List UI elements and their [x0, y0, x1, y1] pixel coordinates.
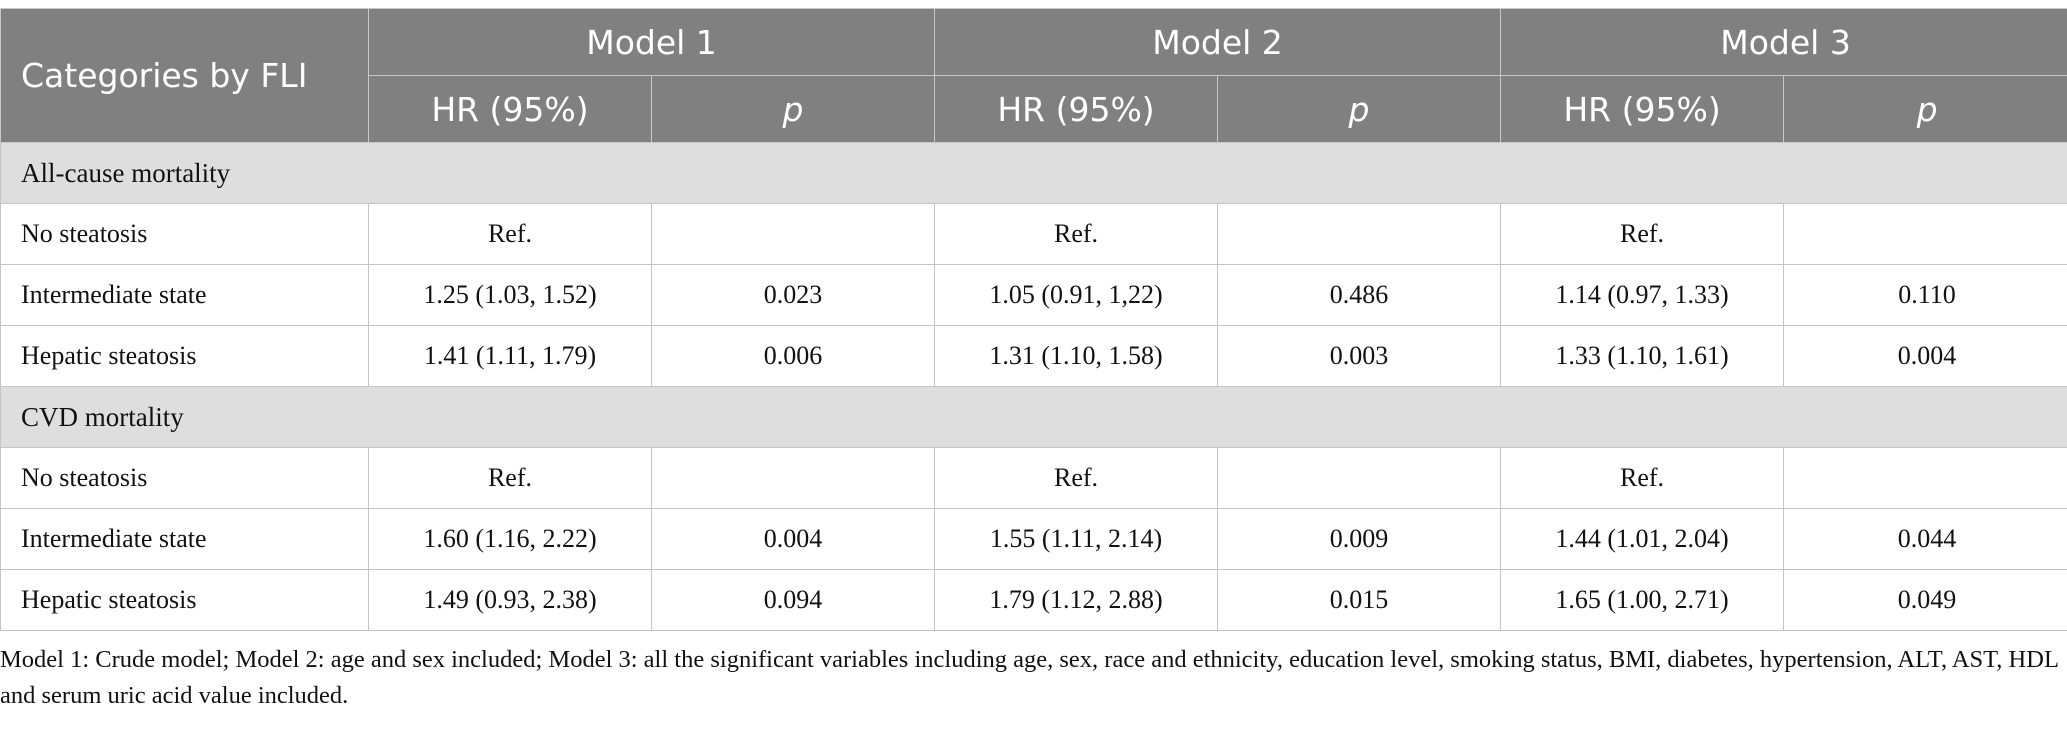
model-2-hr-header: HR (95%) — [934, 75, 1219, 143]
table-row: Hepatic steatosis 1.49 (0.93, 2.38) 0.094 1… — [0, 569, 2067, 631]
row-label: Intermediate state — [0, 508, 369, 570]
table-footnote: Model 1: Crude model; Model 2: age and s… — [0, 646, 2058, 709]
hr-cell: 1.60 (1.16, 2.22) — [368, 508, 652, 570]
table-row: No steatosis Ref. Ref. Ref. — [0, 203, 2067, 265]
hr-cell: Ref. — [1500, 447, 1785, 509]
hr-cell: 1.33 (1.10, 1.61) — [1500, 325, 1785, 387]
section-row: CVD mortality — [0, 386, 2067, 448]
header-row-models: Categories by FLI Model 1 Model 2 Model … — [0, 8, 2067, 143]
model-1-header: Model 1 — [367, 8, 936, 76]
p-value-cell: 0.023 — [650, 264, 936, 326]
p-value-cell: 0.486 — [1217, 264, 1502, 326]
model-1-p-header: p — [650, 75, 936, 143]
p-value-cell: 0.044 — [1783, 508, 2067, 570]
results-table-container: Categories by FLI Model 1 Model 2 Model … — [0, 8, 2067, 631]
hr-cell: 1.65 (1.00, 2.71) — [1500, 569, 1785, 631]
table-body: All-cause mortality No steatosis Ref. Ref. R… — [0, 142, 2067, 631]
p-value-cell — [1783, 203, 2067, 265]
hr-cell: Ref. — [934, 203, 1219, 265]
row-label: Hepatic steatosis — [0, 325, 369, 387]
row-label: Hepatic steatosis — [0, 569, 369, 631]
p-value-cell — [650, 447, 936, 509]
model-3-hr-header: HR (95%) — [1500, 75, 1785, 143]
model-2-header: Model 2 — [934, 8, 1502, 76]
hr-cell: 1.31 (1.10, 1.58) — [934, 325, 1219, 387]
p-value-cell: 0.009 — [1217, 508, 1502, 570]
table-row: Hepatic steatosis 1.41 (1.11, 1.79) 0.006 1… — [0, 325, 2067, 387]
p-value-cell: 0.003 — [1217, 325, 1502, 387]
p-value-cell — [1783, 447, 2067, 509]
row-label: No steatosis — [0, 447, 369, 509]
hr-cell: 1.79 (1.12, 2.88) — [934, 569, 1219, 631]
section-row: All-cause mortality — [0, 142, 2067, 204]
section-title: CVD mortality — [0, 386, 2067, 448]
table-row: No steatosis Ref. Ref. Ref. — [0, 447, 2067, 509]
hr-cell: 1.05 (0.91, 1,22) — [934, 264, 1219, 326]
p-value-cell: 0.015 — [1217, 569, 1502, 631]
table-row: Intermediate state 1.60 (1.16, 2.22) 0.004… — [0, 508, 2067, 570]
hr-cell: 1.25 (1.03, 1.52) — [368, 264, 652, 326]
hr-cell: 1.41 (1.11, 1.79) — [368, 325, 652, 387]
model-2-p-header: p — [1217, 75, 1502, 143]
model-3-header: Model 3 — [1500, 8, 2067, 76]
row-label: No steatosis — [0, 203, 369, 265]
hr-cell: Ref. — [368, 203, 652, 265]
model-3-p-header: p — [1783, 75, 2067, 143]
row-label: Intermediate state — [0, 264, 369, 326]
hr-cell: Ref. — [1500, 203, 1785, 265]
p-value-cell — [650, 203, 936, 265]
p-value-cell: 0.094 — [650, 569, 936, 631]
header-row-stats: HR (95%) p HR (95%) p HR (95%) p — [1, 75, 2067, 143]
hr-cell: Ref. — [934, 447, 1219, 509]
hr-cell: 1.49 (0.93, 2.38) — [368, 569, 652, 631]
p-value-cell — [1217, 203, 1502, 265]
hr-cell: 1.14 (0.97, 1.33) — [1500, 264, 1785, 326]
hazard-ratio-table: Categories by FLI Model 1 Model 2 Model … — [0, 8, 2067, 631]
hr-cell: 1.55 (1.11, 2.14) — [934, 508, 1219, 570]
table-row: Intermediate state 1.25 (1.03, 1.52) 0.023… — [0, 264, 2067, 326]
p-value-cell: 0.110 — [1783, 264, 2067, 326]
p-value-cell: 0.004 — [1783, 325, 2067, 387]
categories-header: Categories by FLI — [0, 8, 369, 143]
hr-cell: Ref. — [368, 447, 652, 509]
table-header: Categories by FLI Model 1 Model 2 Model … — [0, 8, 2067, 143]
model-1-hr-header: HR (95%) — [368, 75, 652, 143]
p-value-cell — [1217, 447, 1502, 509]
p-value-cell: 0.004 — [650, 508, 936, 570]
hr-cell: 1.44 (1.01, 2.04) — [1500, 508, 1785, 570]
p-value-cell: 0.049 — [1783, 569, 2067, 631]
p-value-cell: 0.006 — [650, 325, 936, 387]
section-title: All-cause mortality — [0, 142, 2067, 204]
